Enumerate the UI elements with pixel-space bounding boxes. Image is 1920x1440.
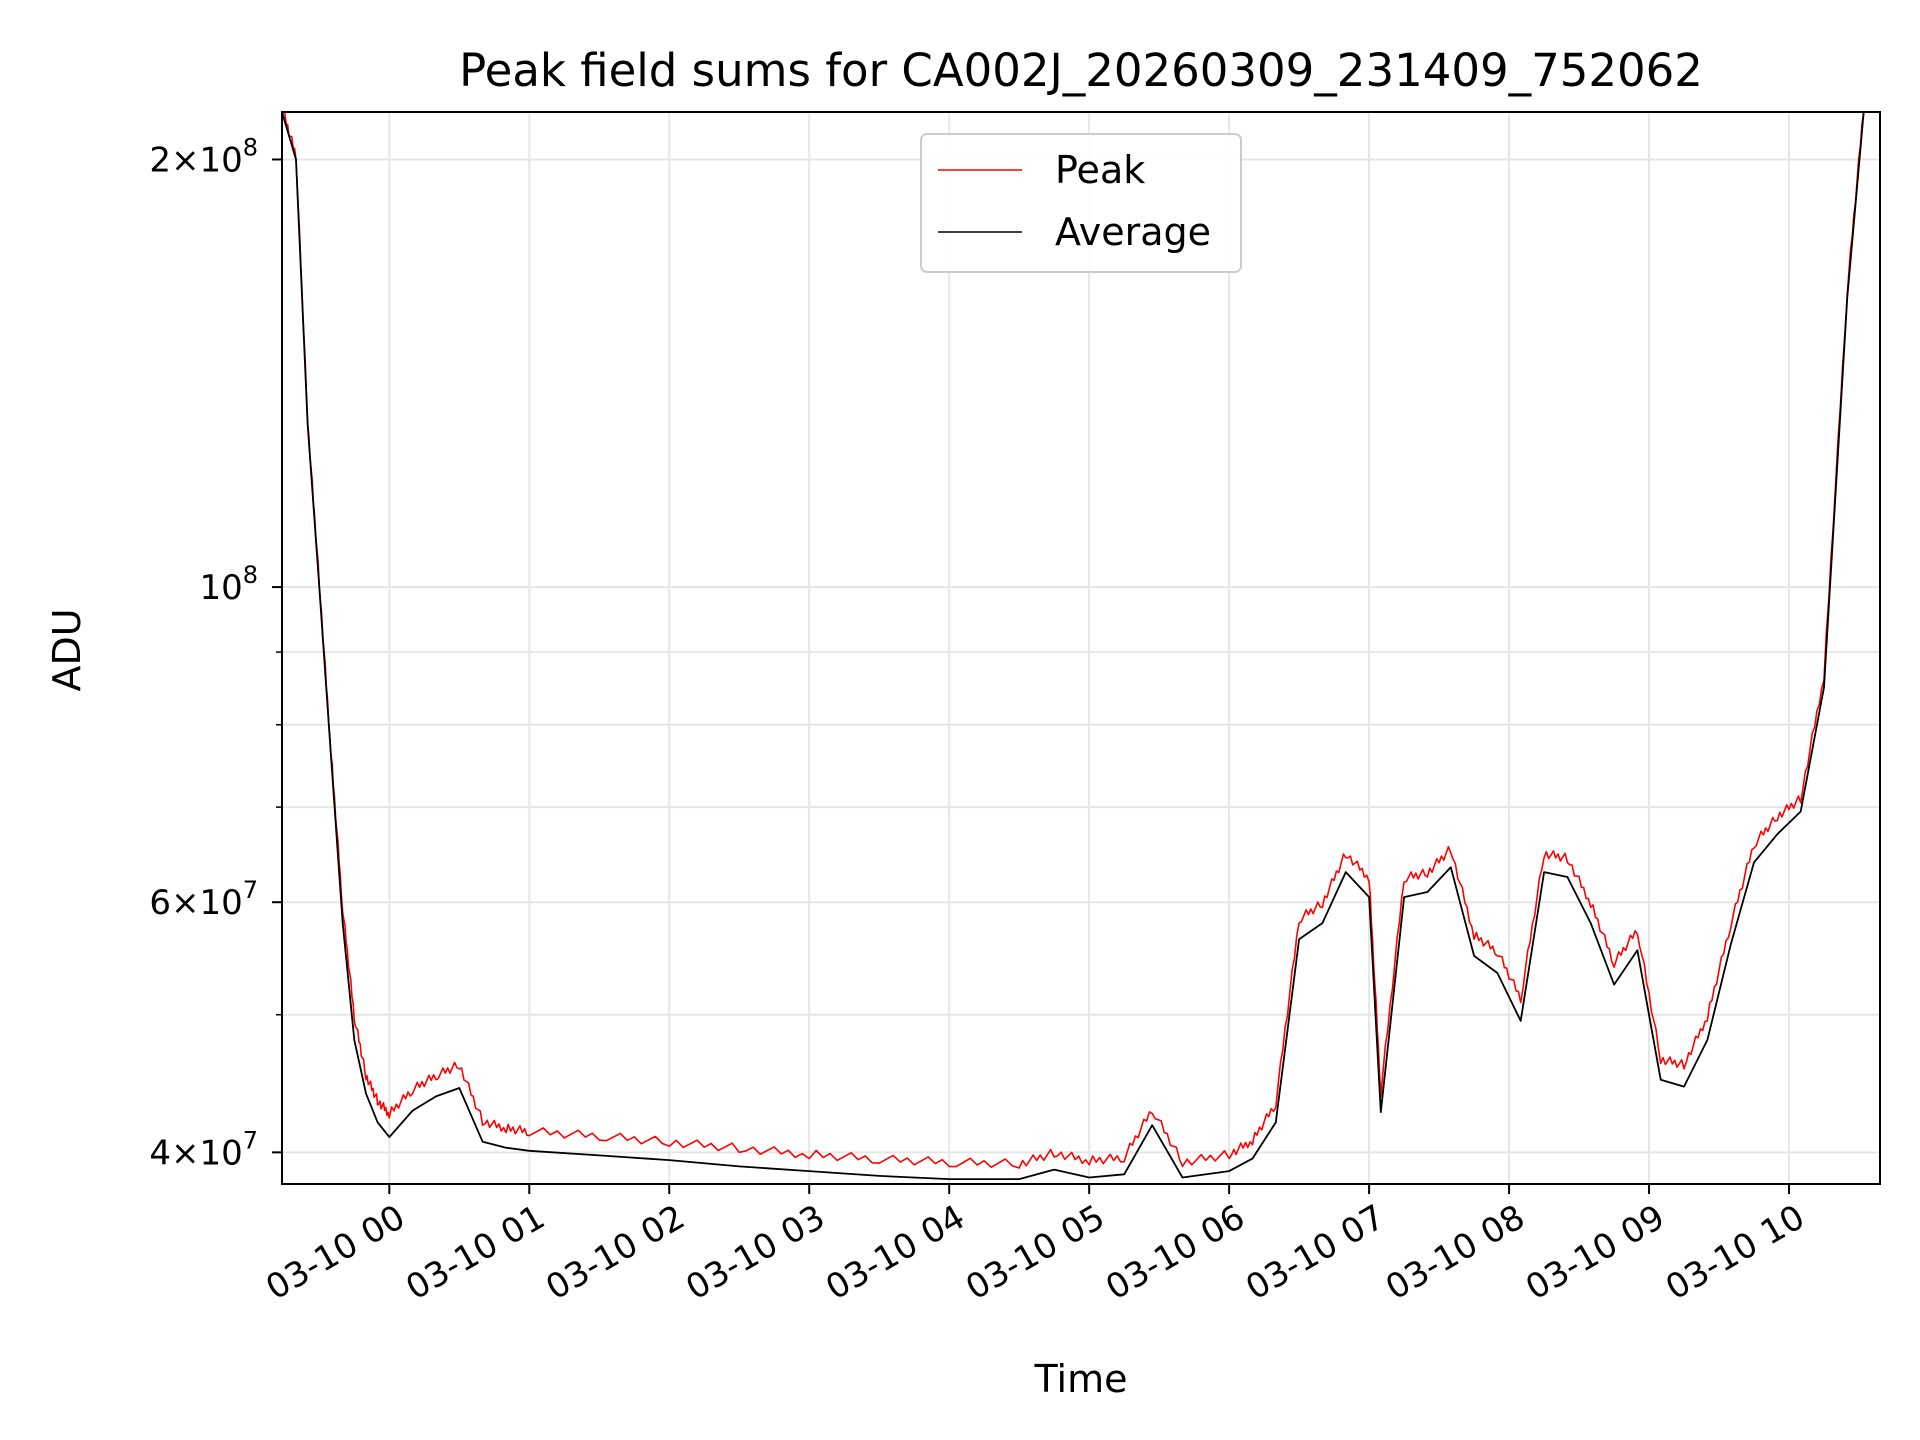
plot-area-frame — [281, 111, 1881, 1185]
y-tick-label: 6×107 — [149, 876, 258, 923]
grid — [282, 112, 1880, 1184]
y-tick-label: 4×107 — [149, 1126, 258, 1173]
legend-label-average: Average — [1055, 210, 1211, 254]
y-tick-label: 108 — [199, 561, 258, 608]
y-tick-label: 2×108 — [149, 133, 258, 180]
legend-box — [920, 133, 1242, 273]
average-series-line — [281, 111, 1865, 1180]
x-axis-title: Time — [1034, 1357, 1128, 1401]
legend: Peak Average — [920, 133, 1242, 273]
y-axis-ticks: 4×107 6×107 108 2×108 — [149, 133, 282, 1173]
peak-series-line — [281, 111, 1865, 1169]
y-axis-title: ADU — [45, 608, 89, 691]
legend-label-peak: Peak — [1055, 148, 1145, 192]
chart-title: Peak field sums for CA002J_20260309_2314… — [459, 44, 1703, 97]
plot-series — [281, 111, 1865, 1180]
